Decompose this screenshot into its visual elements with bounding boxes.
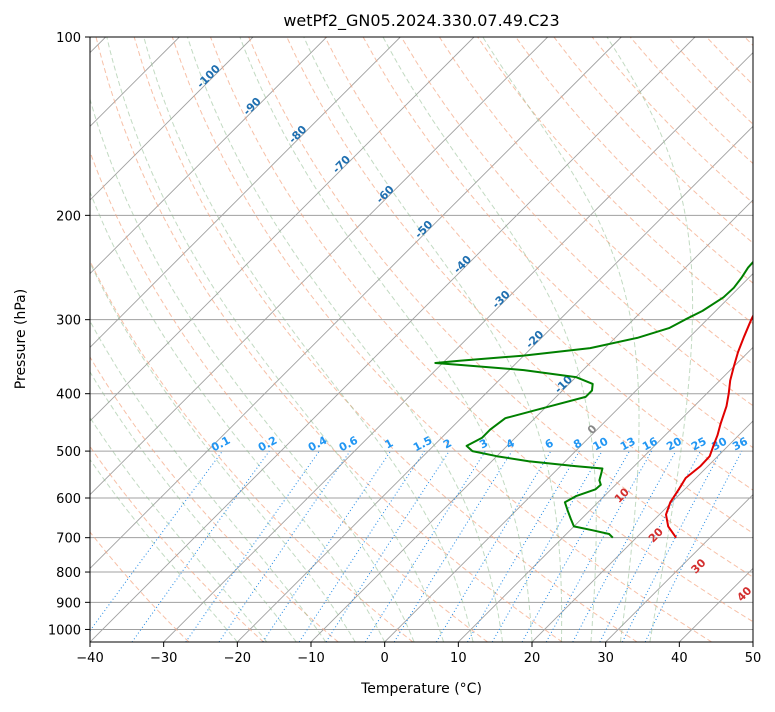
x-tick-label: −20 [224,651,251,666]
moist-adiabat-line [22,37,355,642]
y-tick-label: 100 [56,31,81,46]
dry-adiabat-line [668,37,775,642]
mixing-ratio-label: 4 [504,436,517,451]
dry-adiabat-line [20,37,413,642]
mixing-ratio-line [468,451,580,642]
isotherm-label: -80 [286,123,309,146]
dry-adiabat-line [134,37,637,642]
plot-frame [90,37,753,642]
dry-adiabat-line [707,37,775,642]
dry-adiabat-line [592,37,775,642]
y-axis-label: Pressure (hPa) [13,289,29,389]
y-tick-label: 1000 [48,623,81,638]
x-tick-label: 50 [745,651,762,666]
y-tick-label: 300 [56,314,81,329]
dry-adiabat-line [58,37,488,642]
dry-adiabat-line [745,37,775,642]
mixing-ratio-label: 6 [543,436,556,451]
mixing-ratio-label: 10 [591,435,611,454]
mixing-ratio-line [263,451,391,642]
mixing-ratio-line [219,451,350,642]
temperature-profile-line [666,37,775,538]
mixing-ratio-line [394,451,512,642]
isotherm-line [0,37,327,642]
y-tick-label: 500 [56,445,81,460]
mixing-ratio-line [82,451,223,642]
moist-adiabat-line [0,37,237,642]
isotherm-line [385,37,775,642]
chart-title: wetPf2_GN05.2024.330.07.49.C23 [283,11,559,31]
isotherm-label: -20 [523,328,546,351]
mixing-ratio-line [299,451,424,642]
mixing-ratio-label: 1 [383,436,396,451]
dry-adiabat-label: 10 [612,485,632,505]
dry-adiabat-label: 20 [646,525,666,545]
isotherm-line [90,37,695,642]
moist-adiabat-line [304,37,562,642]
isotherm-line [753,37,775,642]
mixing-ratio-label: 2 [441,436,454,451]
isotherm-line [0,37,474,642]
isotherm-label: -60 [374,183,397,206]
moist-adiabat-line [483,37,639,642]
dry-adiabat-label: 30 [689,556,709,576]
x-tick-label: 20 [524,651,541,666]
y-tick-label: 400 [56,388,81,403]
dry-adiabat-line [0,37,338,642]
isotherm-label: -90 [241,95,264,118]
mixing-ratio-line [645,451,742,642]
isotherm-label: -40 [451,253,474,276]
moist-adiabat-line [240,37,532,642]
dewpoint-profile-line [435,37,775,538]
mixing-ratio-label: 16 [640,435,660,454]
moist-adiabat-line [188,37,503,642]
isotherm-label: -30 [490,288,513,311]
isotherm-label: -100 [194,62,223,91]
x-tick-label: −30 [150,651,177,666]
y-tick-label: 700 [56,532,81,547]
y-tick-label: 800 [56,566,81,581]
y-tick-label: 900 [56,596,81,611]
x-axis-label: Temperature (°C) [360,681,482,697]
y-tick-label: 200 [56,209,81,224]
x-tick-label: 40 [671,651,688,666]
x-tick-label: −40 [76,651,103,666]
dry-adiabat-label: 40 [734,584,754,604]
x-tick-label: 30 [597,651,614,666]
isotherm-line [0,37,253,642]
isotherm-line [458,37,775,642]
moist-adiabat-line [607,37,693,642]
isotherm-line [164,37,769,642]
isotherm-line [0,37,548,642]
mixing-ratio-label: 13 [618,435,638,454]
isotherm-line [679,37,775,642]
mixing-ratio-label: 36 [730,435,750,454]
isotherm-line [0,37,400,642]
x-tick-label: −10 [297,651,324,666]
mixing-ratio-label: 25 [689,435,709,454]
dry-adiabat-line [554,37,775,642]
x-tick-label: 0 [381,651,389,666]
mixing-ratio-line [326,451,449,642]
mixing-ratio-line [132,451,269,642]
x-tick-label: 10 [450,651,467,666]
dry-adiabat-line [363,37,775,642]
isotherm-label: -50 [412,218,435,241]
mixing-ratio-line [522,451,629,642]
isotherm-label: -70 [330,153,353,176]
y-tick-label: 600 [56,492,81,507]
dry-adiabat-line [516,37,775,642]
isotherm-line [237,37,775,642]
